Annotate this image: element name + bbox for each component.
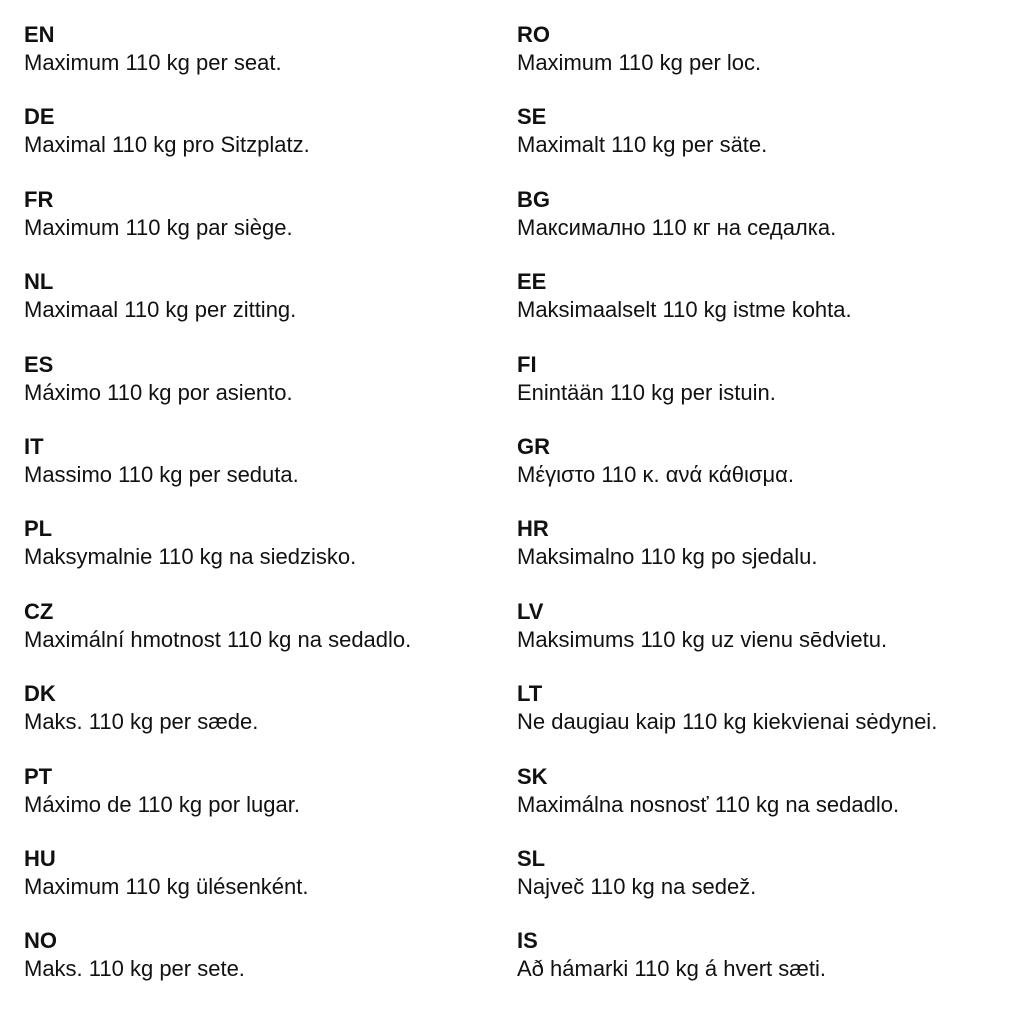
language-code: ES [24,351,54,377]
language-entry: HR Maksimalno 110 kg po sjedalu. [517,515,937,597]
language-entry: DE Maximal 110 kg pro Sitzplatz. [24,103,411,185]
language-code: SE [517,104,547,130]
language-code: NO [24,928,57,954]
language-code: LT [517,681,543,707]
language-code: PL [24,516,53,542]
language-code: HU [24,845,56,871]
language-code: BG [517,186,550,212]
weight-limit-text: Maximalt 110 kg per säte. [517,132,768,158]
language-code: EE [517,269,547,295]
language-code: GR [517,433,550,459]
language-code: DE [24,104,55,130]
language-entry: EE Maksimaalselt 110 kg istme kohta. [517,268,937,350]
language-entry: LV Maksimums 110 kg uz vienu sēdvietu. [517,598,937,680]
language-entry: BG Максимално 110 кг на седалка. [517,186,937,268]
weight-limit-text: Maksimaalselt 110 kg istme kohta. [517,297,852,323]
weight-limit-text: Maximum 110 kg ülésenként. [24,873,309,899]
weight-limit-text: Máximo de 110 kg por lugar. [24,791,300,817]
language-code: SL [517,845,546,871]
weight-limit-text: Maximum 110 kg per seat. [24,50,282,75]
weight-limit-text: Maksimums 110 kg uz vienu sēdvietu. [517,626,888,652]
weight-limit-text: Μέγιστο 110 κ. ανά κάθισμα. [517,461,794,487]
language-code: IS [517,928,538,954]
weight-limit-text: Enintään 110 kg per istuin. [517,379,776,405]
weight-limit-text: Maximální hmotnost 110 kg na sedadlo. [24,626,412,652]
language-entry: LT Ne daugiau kaip 110 kg kiekvienai sėdy… [517,680,937,762]
language-entry: IS Að hámarki 110 kg á hvert sæti. [517,927,937,1009]
language-entry: HU Maximum 110 kg ülésenként. [24,845,411,927]
language-entry: SK Maximálna nosnosť 110 kg na sedadlo. [517,763,937,845]
weight-limit-text: Največ 110 kg na sedež. [517,873,757,899]
weight-limit-text: Максимално 110 кг на седалка. [517,214,837,240]
right-column: RO Maximum 110 kg per loc. SE Maximalt 110 … [517,21,937,1010]
language-code: FR [24,186,54,212]
language-entry: CZ Maximální hmotnost 110 kg na sedadlo. [24,598,411,680]
weight-limit-text: Massimo 110 kg per seduta. [24,461,299,487]
language-entry: EN Maximum 110 kg per seat. [24,21,411,103]
weight-limit-text: Maksimalno 110 kg po sjedalu. [517,544,818,570]
language-code: IT [24,433,44,459]
language-entry: IT Massimo 110 kg per seduta. [24,433,411,515]
language-entry: DK Maks. 110 kg per sæde. [24,680,411,762]
language-entry: PL Maksymalnie 110 kg na siedzisko. [24,515,411,597]
language-entry: RO Maximum 110 kg per loc. [517,21,937,103]
language-code: NL [24,269,54,295]
language-entry: NO Maks. 110 kg per sete. [24,927,411,1009]
language-code: RO [517,22,550,47]
weight-limit-text: Maximal 110 kg pro Sitzplatz. [24,132,310,158]
language-entry: GR Μέγιστο 110 κ. ανά κάθισμα. [517,433,937,515]
language-entry: NL Maximaal 110 kg per zitting. [24,268,411,350]
language-entry: SE Maximalt 110 kg per säte. [517,103,937,185]
language-entry: FI Enintään 110 kg per istuin. [517,351,937,433]
language-code: PT [24,763,53,789]
language-code: CZ [24,598,54,624]
weight-limit-text: Að hámarki 110 kg á hvert sæti. [517,956,826,982]
weight-limit-text: Máximo 110 kg por asiento. [24,379,293,405]
language-entry: PT Máximo de 110 kg por lugar. [24,763,411,845]
weight-limit-text: Maks. 110 kg per sete. [24,956,245,982]
language-code: EN [24,22,55,47]
weight-limit-text: Maximaal 110 kg per zitting. [24,297,297,323]
language-entry: SL Največ 110 kg na sedež. [517,845,937,927]
weight-limit-text: Ne daugiau kaip 110 kg kiekvienai sėdyne… [517,709,938,735]
language-entry: FR Maximum 110 kg par siège. [24,186,411,268]
language-code: DK [24,681,56,707]
language-code: FI [517,351,537,377]
language-code: LV [517,598,544,624]
weight-limit-text: Maksymalnie 110 kg na siedzisko. [24,544,357,570]
language-code: HR [517,516,549,542]
language-entry: ES Máximo 110 kg por asiento. [24,351,411,433]
weight-limit-text: Maximum 110 kg par siège. [24,214,293,240]
weight-limit-text: Maks. 110 kg per sæde. [24,709,259,735]
language-code: SK [517,763,548,789]
weight-limit-text: Maximum 110 kg per loc. [517,50,762,75]
weight-limit-text: Maximálna nosnosť 110 kg na sedadlo. [517,791,900,817]
left-column: EN Maximum 110 kg per seat. DE Maximal 110 … [24,21,411,1010]
